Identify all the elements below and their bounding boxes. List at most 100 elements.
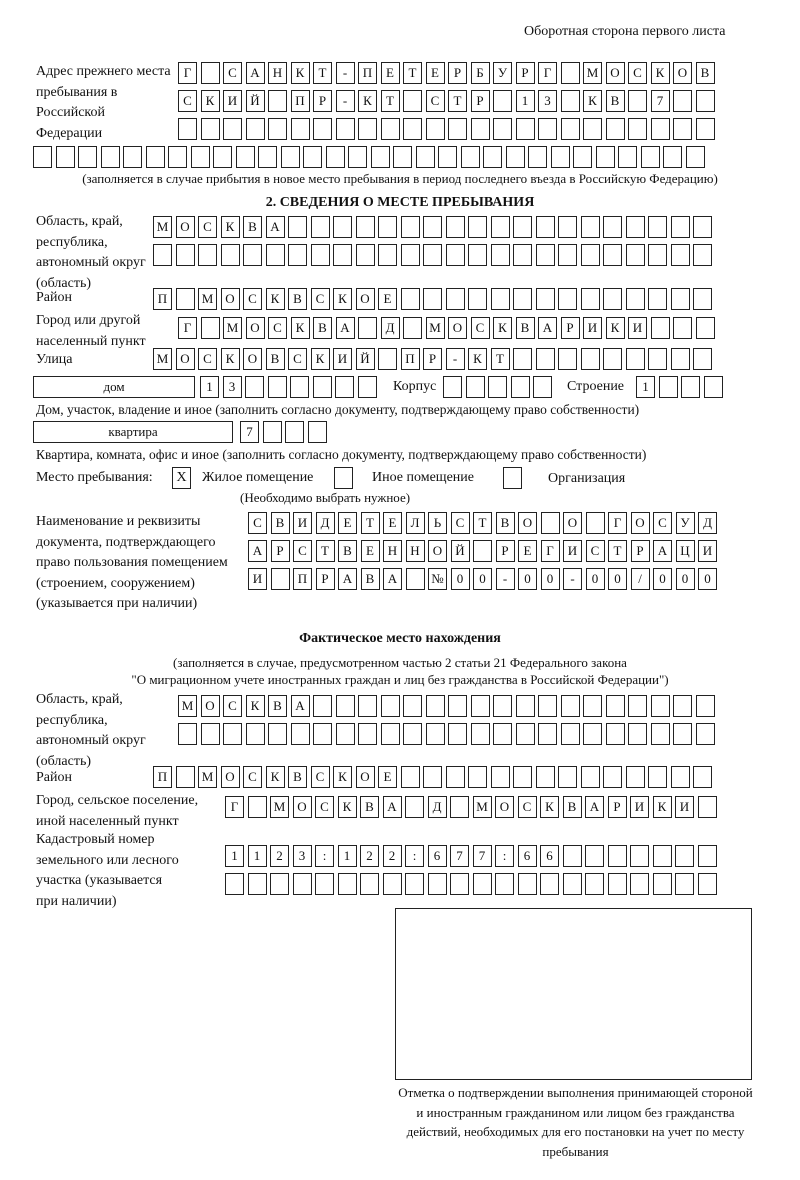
char-cell[interactable]: С: [178, 90, 197, 112]
char-cell[interactable]: Н: [405, 540, 425, 562]
char-cell[interactable]: И: [628, 317, 647, 339]
char-cell[interactable]: И: [583, 317, 602, 339]
char-cell[interactable]: [355, 216, 375, 238]
char-cell[interactable]: О: [220, 288, 240, 310]
char-cell[interactable]: [200, 723, 220, 745]
char-cell[interactable]: Т: [313, 62, 332, 84]
char-cell[interactable]: [560, 695, 580, 717]
region-row-2[interactable]: [153, 244, 712, 266]
char-cell[interactable]: П: [290, 90, 310, 112]
char-cell[interactable]: С: [315, 796, 334, 818]
char-cell[interactable]: 6: [540, 845, 559, 867]
char-cell[interactable]: А: [585, 796, 604, 818]
char-cell[interactable]: [628, 118, 647, 140]
char-cell[interactable]: [470, 118, 490, 140]
char-cell[interactable]: 0: [450, 568, 470, 590]
char-cell[interactable]: [650, 723, 670, 745]
char-cell[interactable]: [403, 118, 422, 140]
char-cell[interactable]: В: [268, 695, 287, 717]
char-cell[interactable]: [360, 873, 379, 895]
char-cell[interactable]: [335, 118, 355, 140]
char-cell[interactable]: [535, 766, 555, 788]
char-cell[interactable]: К: [290, 317, 310, 339]
char-cell[interactable]: С: [243, 766, 262, 788]
char-cell[interactable]: 0: [653, 568, 672, 590]
char-cell[interactable]: [425, 695, 445, 717]
char-cell[interactable]: М: [583, 62, 602, 84]
char-cell[interactable]: [693, 288, 712, 310]
char-cell[interactable]: [670, 288, 690, 310]
char-cell[interactable]: 0: [473, 568, 492, 590]
char-cell[interactable]: О: [518, 512, 537, 534]
char-cell[interactable]: [198, 244, 217, 266]
char-cell[interactable]: 1: [225, 845, 244, 867]
char-cell[interactable]: В: [270, 512, 290, 534]
char-cell[interactable]: Р: [630, 540, 650, 562]
char-cell[interactable]: Н: [268, 62, 287, 84]
building-row[interactable]: 1: [636, 376, 723, 398]
char-cell[interactable]: [175, 244, 195, 266]
char-cell[interactable]: И: [248, 568, 267, 590]
char-cell[interactable]: [560, 118, 580, 140]
confirmation-stamp-box[interactable]: [395, 908, 752, 1080]
char-cell[interactable]: Д: [698, 512, 717, 534]
char-cell[interactable]: -: [495, 568, 515, 590]
char-cell[interactable]: [268, 118, 287, 140]
char-cell[interactable]: [650, 118, 670, 140]
char-cell[interactable]: С: [450, 512, 470, 534]
char-cell[interactable]: О: [630, 512, 650, 534]
char-cell[interactable]: М: [472, 796, 492, 818]
char-cell[interactable]: Т: [473, 512, 492, 534]
char-cell[interactable]: Т: [608, 540, 627, 562]
char-cell[interactable]: [603, 244, 622, 266]
char-cell[interactable]: О: [673, 62, 692, 84]
char-cell[interactable]: [423, 244, 442, 266]
char-cell[interactable]: [448, 118, 467, 140]
char-cell[interactable]: [313, 723, 332, 745]
char-cell[interactable]: [533, 376, 552, 398]
char-cell[interactable]: [178, 118, 197, 140]
char-cell[interactable]: С: [293, 540, 312, 562]
char-cell[interactable]: [670, 244, 690, 266]
char-cell[interactable]: [580, 288, 600, 310]
previous-address-row-3[interactable]: [178, 118, 715, 140]
char-cell[interactable]: М: [198, 766, 217, 788]
char-cell[interactable]: [673, 695, 692, 717]
char-cell[interactable]: В: [515, 317, 535, 339]
char-cell[interactable]: [573, 146, 592, 168]
char-cell[interactable]: М: [178, 695, 197, 717]
char-cell[interactable]: Р: [515, 62, 535, 84]
char-cell[interactable]: К: [493, 317, 512, 339]
char-cell[interactable]: [517, 873, 537, 895]
char-cell[interactable]: Т: [448, 90, 467, 112]
char-cell[interactable]: [583, 118, 602, 140]
char-cell[interactable]: И: [698, 540, 717, 562]
char-cell[interactable]: [415, 146, 435, 168]
char-cell[interactable]: Й: [450, 540, 470, 562]
korpus-row[interactable]: [443, 376, 552, 398]
char-cell[interactable]: [460, 146, 480, 168]
char-cell[interactable]: 1: [200, 376, 219, 398]
char-cell[interactable]: Е: [360, 540, 380, 562]
cadastral-row-2[interactable]: [225, 873, 717, 895]
char-cell[interactable]: М: [223, 317, 242, 339]
char-cell[interactable]: 0: [698, 568, 717, 590]
char-cell[interactable]: В: [562, 796, 582, 818]
char-cell[interactable]: Е: [378, 288, 397, 310]
char-cell[interactable]: [560, 62, 580, 84]
char-cell[interactable]: Е: [378, 766, 397, 788]
char-cell[interactable]: [313, 695, 332, 717]
char-cell[interactable]: И: [223, 90, 242, 112]
char-cell[interactable]: [190, 146, 210, 168]
char-cell[interactable]: О: [355, 766, 375, 788]
char-cell[interactable]: С: [470, 317, 490, 339]
char-cell[interactable]: [400, 766, 420, 788]
char-cell[interactable]: К: [652, 796, 672, 818]
char-cell[interactable]: [560, 90, 580, 112]
char-cell[interactable]: К: [310, 348, 330, 370]
char-cell[interactable]: [378, 348, 397, 370]
char-cell[interactable]: [650, 695, 670, 717]
char-cell[interactable]: [513, 244, 532, 266]
char-cell[interactable]: [630, 873, 649, 895]
char-cell[interactable]: К: [605, 317, 625, 339]
